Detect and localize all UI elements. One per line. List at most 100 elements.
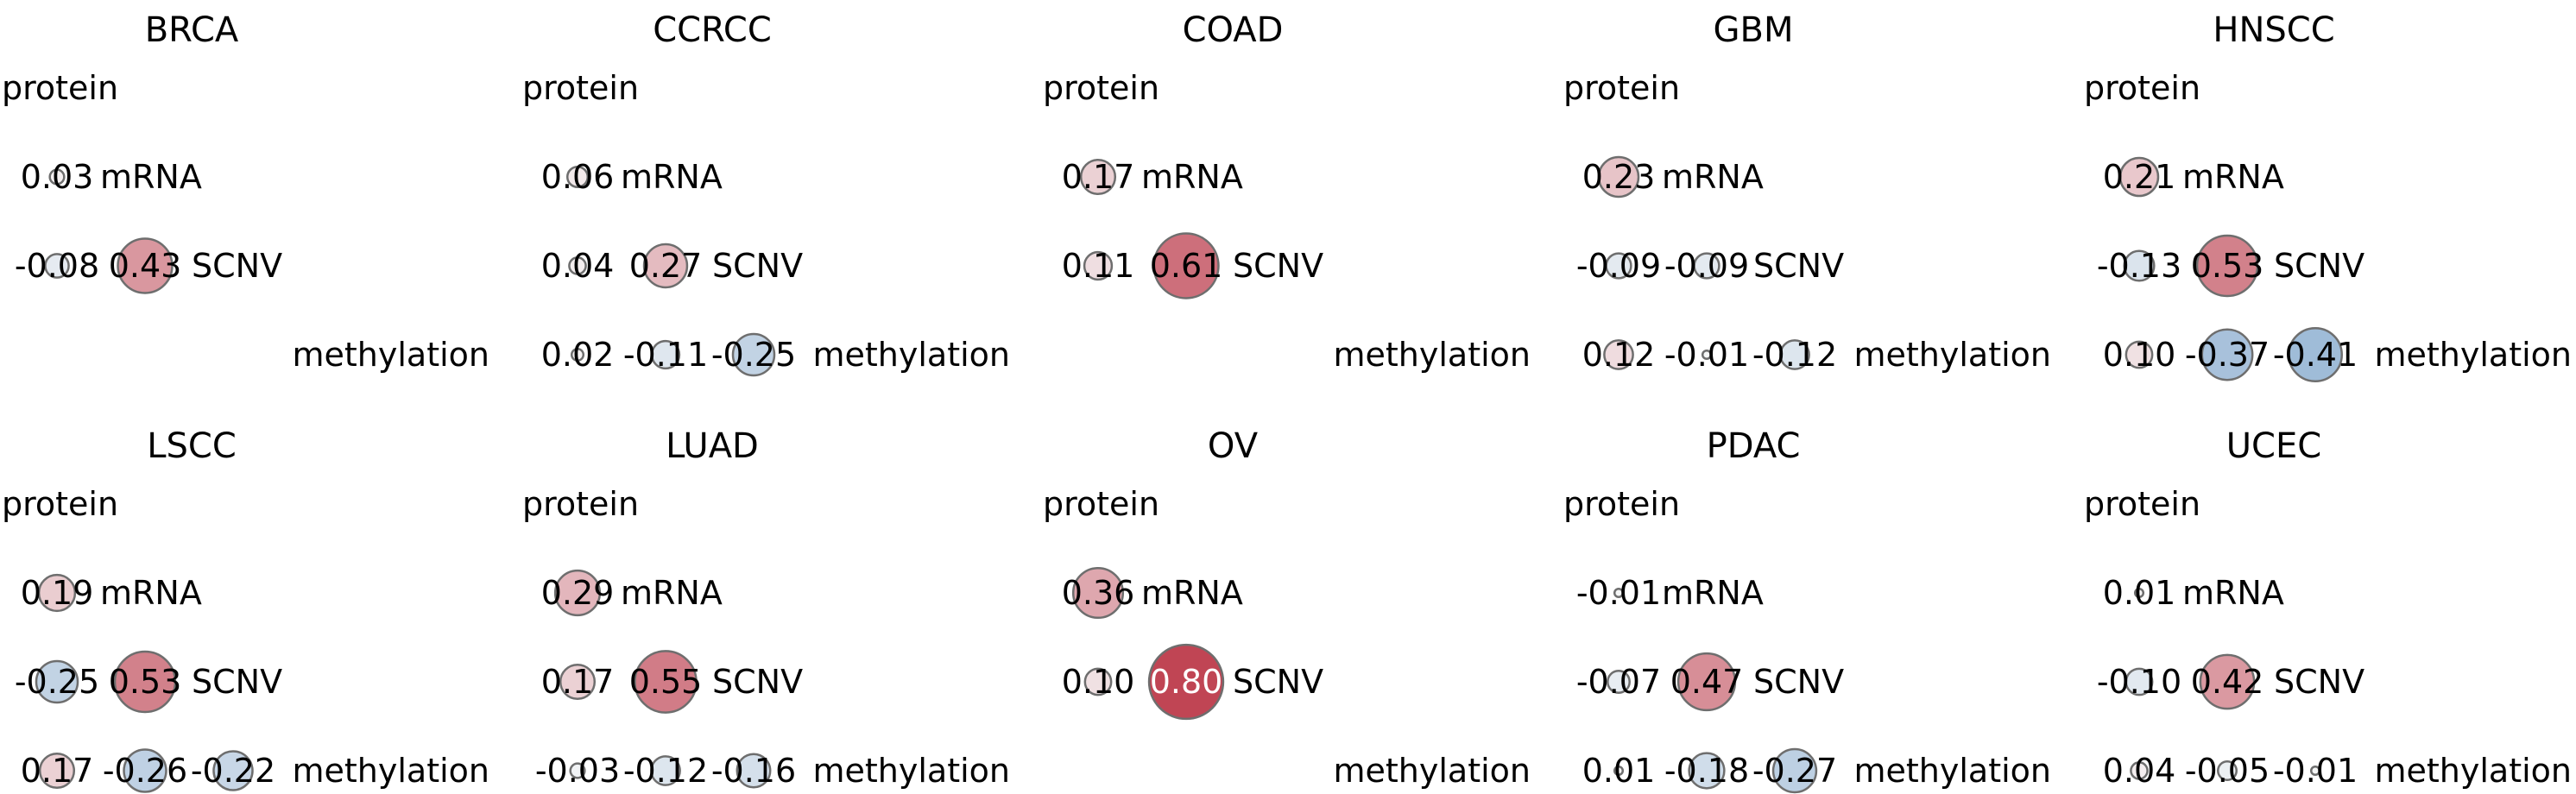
panel-title: HNSCC <box>2213 10 2334 50</box>
row-label-scnv: SCNV <box>1753 663 1844 701</box>
cell-value-scnv-0: 0.10 <box>1062 663 1135 701</box>
cell-value-scnv-1: 0.55 <box>629 663 703 701</box>
panel-title: COAD <box>1183 10 1284 50</box>
cell-circle-mrna-0 <box>1597 155 1640 198</box>
row-label-protein: protein <box>2084 69 2200 107</box>
cell-circle-mrna-0 <box>2133 587 2145 599</box>
cell-circle-methylation-2 <box>1779 339 1810 370</box>
row-label-methylation: methylation <box>2374 752 2572 790</box>
row-label-protein: protein <box>1563 69 1680 107</box>
cell-circle-methylation-1 <box>1688 752 1726 790</box>
cell-value-scnv-0: 0.04 <box>541 247 615 285</box>
cell-circle-methylation-1 <box>2200 328 2254 381</box>
cell-circle-scnv-1 <box>1693 252 1720 280</box>
row-label-mrna: mRNA <box>1141 574 1243 612</box>
row-label-scnv: SCNV <box>1233 247 1323 285</box>
cell-circle-mrna-0 <box>565 165 590 189</box>
cell-circle-methylation-0 <box>569 762 586 779</box>
cell-value-scnv-1: 0.61 <box>1150 247 1223 285</box>
cell-circle-scnv-0 <box>1083 667 1113 696</box>
cell-value-methylation-2: -0.25 <box>711 336 796 374</box>
row-label-scnv: SCNV <box>2274 247 2364 285</box>
row-label-methylation: methylation <box>292 752 489 790</box>
cell-value-mrna-0: 0.19 <box>21 574 94 612</box>
panel-title: CCRCC <box>653 10 772 50</box>
panel-pdac: PDAC protein mRNA SCNV methylation -0.01 -0.07… <box>1563 426 2051 794</box>
cell-value-methylation-0: -0.03 <box>535 752 620 790</box>
row-label-protein: protein <box>1563 485 1680 523</box>
panel-title: OV <box>1208 426 1259 466</box>
row-label-scnv: SCNV <box>192 663 282 701</box>
cell-circle-scnv-1 <box>2199 653 2256 710</box>
panel-title: PDAC <box>1707 426 1801 466</box>
cell-value-methylation-0: 0.12 <box>1582 336 1656 374</box>
panel-luad: LUAD protein mRNA SCNV methylation 0.29 0.17 0.… <box>522 426 1010 790</box>
cell-value-methylation-1: -0.26 <box>103 752 187 790</box>
cell-value-methylation-1: -0.37 <box>2185 336 2270 374</box>
cell-circle-scnv-0 <box>1083 250 1114 281</box>
cell-value-scnv-1: 0.53 <box>109 663 182 701</box>
cell-value-methylation-1: -0.01 <box>1664 336 1749 374</box>
cell-circle-scnv-1 <box>2195 234 2259 298</box>
row-label-protein: protein <box>1043 69 1159 107</box>
row-label-methylation: methylation <box>292 336 489 374</box>
row-label-protein: protein <box>522 69 639 107</box>
cell-circle-scnv-0 <box>1605 252 1632 280</box>
panel-coad: COAD protein mRNA SCNV methylation 0.17 0.11 0.… <box>1043 10 1531 374</box>
cell-circle-scnv-1 <box>1676 652 1737 712</box>
row-label-methylation: methylation <box>1853 752 2051 790</box>
cell-value-mrna-0: -0.01 <box>1576 574 1661 612</box>
cell-value-methylation-1: -0.05 <box>2185 752 2270 790</box>
row-label-scnv: SCNV <box>1233 663 1323 701</box>
cell-circle-methylation-1 <box>2217 760 2238 781</box>
cell-circle-mrna-0 <box>1613 587 1625 599</box>
cell-circle-scnv-1 <box>113 650 177 714</box>
cell-value-methylation-2: -0.16 <box>711 752 796 790</box>
cell-value-scnv-1: 0.42 <box>2191 663 2264 701</box>
cell-circle-methylation-2 <box>1771 747 1818 794</box>
cell-circle-methylation-2 <box>212 750 254 791</box>
cell-value-scnv-1: 0.27 <box>629 247 703 285</box>
row-label-methylation: methylation <box>1333 752 1531 790</box>
row-label-mrna: mRNA <box>1141 158 1243 196</box>
cell-value-mrna-0: 0.36 <box>1062 574 1135 612</box>
cell-circle-methylation-0 <box>2130 761 2149 780</box>
cell-value-mrna-0: 0.06 <box>541 158 615 196</box>
cell-value-scnv-0: 0.11 <box>1062 247 1135 285</box>
cell-circle-methylation-1 <box>1701 349 1713 361</box>
row-label-protein: protein <box>522 485 639 523</box>
row-label-methylation: methylation <box>812 752 1010 790</box>
panel-ucec: UCEC protein mRNA SCNV methylation 0.01 -0.10 0… <box>2084 426 2572 790</box>
cell-value-mrna-0: 0.21 <box>2103 158 2176 196</box>
row-label-mrna: mRNA <box>1662 574 1764 612</box>
row-label-mrna: mRNA <box>2182 574 2284 612</box>
panel-title: UCEC <box>2226 426 2321 466</box>
cell-value-mrna-0: 0.01 <box>2103 574 2176 612</box>
cell-circle-scnv-0 <box>2125 667 2154 696</box>
cell-value-scnv-0: -0.25 <box>15 663 99 701</box>
row-label-protein: protein <box>2 485 118 523</box>
cell-circle-mrna-0 <box>1079 158 1117 196</box>
cell-value-methylation-1: -0.18 <box>1664 752 1749 790</box>
row-label-methylation: methylation <box>2374 336 2572 374</box>
row-label-mrna: mRNA <box>100 158 202 196</box>
panel-title: GBM <box>1714 10 1794 50</box>
cell-value-methylation-2: -0.12 <box>1752 336 1837 374</box>
cell-circle-mrna-0 <box>2118 156 2160 198</box>
cell-value-methylation-2: -0.27 <box>1752 752 1837 790</box>
cell-value-methylation-2: -0.41 <box>2273 336 2358 374</box>
row-label-protein: protein <box>2084 485 2200 523</box>
cell-value-methylation-0: 0.02 <box>541 336 615 374</box>
cell-value-methylation-2: -0.01 <box>2273 752 2358 790</box>
cell-value-mrna-0: 0.17 <box>1062 158 1135 196</box>
cell-value-methylation-0: 0.01 <box>1582 752 1656 790</box>
panel-hnscc: HNSCC protein mRNA SCNV methylation 0.21 -0.13… <box>2084 10 2572 382</box>
cell-value-scnv-1: -0.09 <box>1664 247 1749 285</box>
row-label-mrna: mRNA <box>1662 158 1764 196</box>
panel-title: BRCA <box>145 10 239 50</box>
cell-circle-scnv-1 <box>642 243 689 289</box>
cell-value-scnv-1: 0.53 <box>2191 247 2264 285</box>
cell-circle-methylation-1 <box>650 339 681 370</box>
